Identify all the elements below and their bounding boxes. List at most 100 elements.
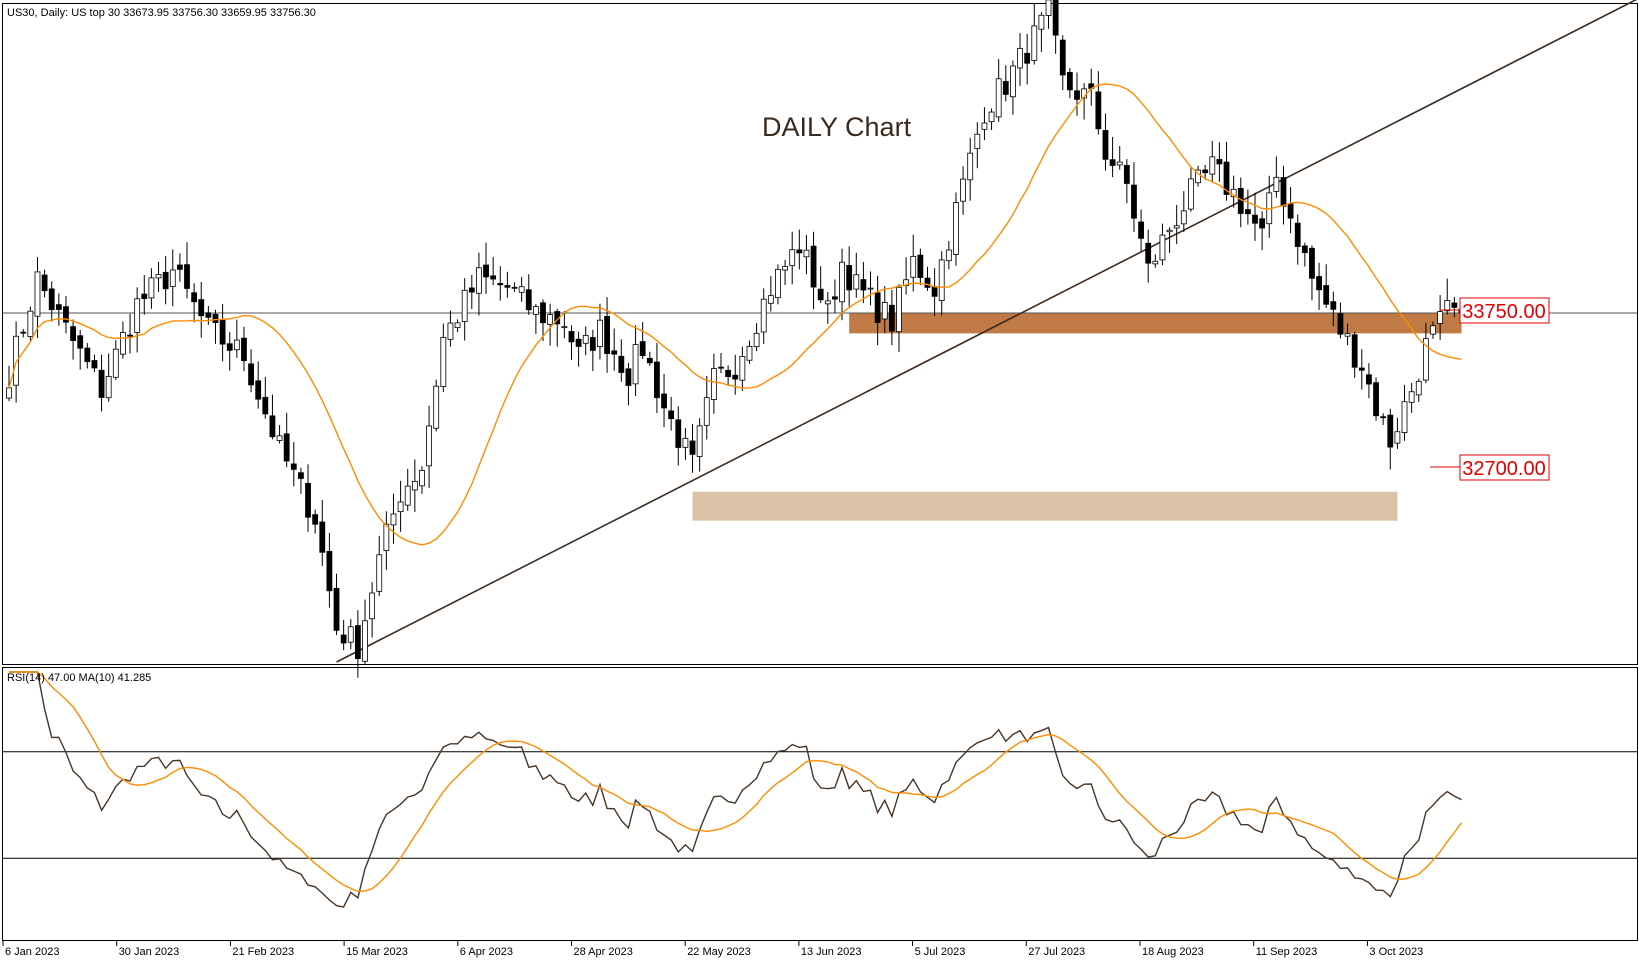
candle <box>41 269 48 298</box>
candle <box>810 231 817 310</box>
candle-body-up <box>967 152 974 181</box>
candle-body-down <box>1280 177 1287 207</box>
candle <box>1437 295 1444 340</box>
candle <box>732 354 739 395</box>
candle <box>20 328 27 338</box>
candle-body-up <box>120 332 126 355</box>
candle-body-down <box>1244 209 1251 215</box>
candle <box>988 108 995 131</box>
candle-body-down <box>1337 313 1344 335</box>
candle-body-down <box>625 368 632 386</box>
candle-body-down <box>874 292 881 323</box>
ma-layer <box>8 83 1462 546</box>
candle-body-up <box>440 337 447 387</box>
x-tick-label: 18 Aug 2023 <box>1142 946 1204 958</box>
candle-body-up <box>582 335 589 344</box>
rsi-layer <box>3 671 1637 908</box>
candle-body-up <box>1159 234 1166 261</box>
candle-body-up <box>404 485 411 506</box>
candle <box>1123 159 1130 204</box>
candle <box>945 241 952 270</box>
candle-body-down <box>184 264 190 289</box>
candle-body-down <box>305 482 311 518</box>
candle <box>974 122 981 169</box>
candle-body-down <box>810 245 817 288</box>
candle <box>354 610 361 678</box>
candle <box>1159 223 1166 266</box>
candle-body-up <box>13 335 20 386</box>
candle-body-up <box>1195 169 1201 184</box>
candle-body-up <box>1415 380 1422 396</box>
candle-body-down <box>525 289 532 311</box>
candle-body-down <box>219 319 226 345</box>
candle <box>454 319 461 333</box>
candle-body-up <box>981 122 988 130</box>
candle <box>191 283 198 323</box>
candle <box>1095 71 1102 135</box>
candle <box>910 234 917 292</box>
candle-body-up <box>696 425 703 457</box>
candle <box>1301 242 1308 267</box>
candle <box>575 331 582 367</box>
candle <box>105 353 112 402</box>
candle-body-up <box>746 345 753 361</box>
candle-body-up <box>1017 47 1023 69</box>
candle-body-up <box>910 255 917 278</box>
price-panel-frame <box>2 3 1638 665</box>
candle-body-down <box>490 275 497 280</box>
candle-body-up <box>411 480 418 491</box>
candle-body-down <box>832 296 838 300</box>
candle-body-down <box>319 521 326 553</box>
candle-body-up <box>419 469 425 487</box>
candle-body-up <box>362 620 368 662</box>
candle-body-down <box>269 415 276 438</box>
candle <box>141 275 148 315</box>
candle <box>1109 137 1116 178</box>
candle-body-up <box>461 289 468 322</box>
candle-body-down <box>162 271 169 290</box>
candle <box>70 319 76 360</box>
support-price-label: 32700.00 <box>1430 454 1550 481</box>
candle-body-up <box>1166 229 1173 233</box>
candle <box>1145 229 1152 283</box>
candle <box>1280 165 1287 225</box>
candle-body-down <box>198 299 205 317</box>
candle-body-down <box>1373 382 1379 417</box>
candle <box>1344 323 1351 346</box>
x-tick-label: 30 Jan 2023 <box>119 946 180 958</box>
x-tick-label: 5 Jul 2023 <box>915 946 966 958</box>
candle-body-down <box>1074 90 1080 100</box>
candle <box>483 242 489 294</box>
candle <box>127 313 133 354</box>
candle-body-down <box>127 334 133 337</box>
candle <box>668 396 675 431</box>
resistance-label-text: 33750.00 <box>1462 301 1545 323</box>
candle <box>63 296 69 334</box>
candle-body-down <box>1059 39 1066 76</box>
uptrend-line[interactable] <box>336 0 1639 663</box>
candle-body-down <box>1252 214 1258 224</box>
candle <box>55 293 62 326</box>
candle <box>618 339 625 382</box>
candle-body-down <box>1216 159 1223 165</box>
candle-body-down <box>48 288 55 311</box>
candle-body-down <box>226 343 233 351</box>
candle-body-down <box>639 341 646 356</box>
candle <box>789 231 796 285</box>
candle <box>290 442 297 487</box>
candle-body-down <box>675 419 682 448</box>
candle <box>326 532 333 608</box>
candle <box>832 279 838 313</box>
candle-body-down <box>497 283 504 286</box>
candle <box>1244 189 1251 225</box>
candle-body-up <box>974 133 981 150</box>
candle <box>597 303 603 360</box>
candle <box>639 322 646 360</box>
candle <box>1166 227 1173 253</box>
candle-body-down <box>568 331 575 343</box>
candle-body-down <box>846 265 853 291</box>
candle <box>1430 321 1436 339</box>
candle <box>960 166 966 215</box>
candle-body-up <box>1394 431 1401 444</box>
